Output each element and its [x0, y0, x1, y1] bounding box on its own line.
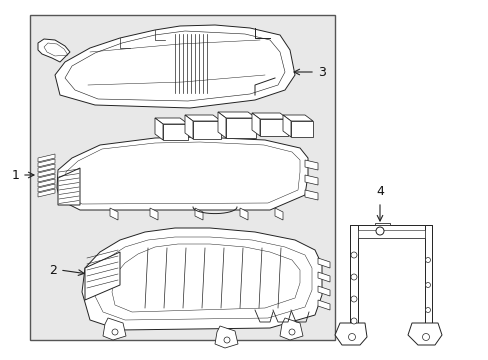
Polygon shape	[38, 164, 55, 172]
Polygon shape	[290, 121, 312, 137]
Polygon shape	[283, 115, 290, 137]
Polygon shape	[184, 115, 193, 139]
Polygon shape	[251, 113, 287, 119]
Polygon shape	[38, 189, 55, 197]
Circle shape	[224, 337, 229, 343]
Polygon shape	[349, 225, 357, 323]
Polygon shape	[260, 119, 287, 136]
Polygon shape	[374, 223, 389, 225]
Polygon shape	[38, 39, 70, 62]
Circle shape	[112, 329, 118, 335]
Polygon shape	[251, 113, 260, 136]
Polygon shape	[357, 230, 424, 238]
Circle shape	[425, 257, 429, 262]
Polygon shape	[218, 112, 256, 118]
Circle shape	[350, 296, 356, 302]
Polygon shape	[150, 208, 158, 220]
Circle shape	[375, 227, 383, 235]
Circle shape	[425, 283, 429, 288]
Polygon shape	[407, 323, 441, 345]
Polygon shape	[317, 300, 329, 310]
Polygon shape	[195, 208, 203, 220]
Polygon shape	[225, 118, 256, 138]
Polygon shape	[424, 225, 431, 323]
Polygon shape	[218, 112, 225, 138]
Text: 4: 4	[375, 185, 383, 198]
Polygon shape	[163, 124, 187, 140]
Polygon shape	[240, 208, 247, 220]
Polygon shape	[274, 208, 283, 220]
Polygon shape	[349, 225, 431, 238]
Polygon shape	[103, 318, 126, 340]
Circle shape	[350, 318, 356, 324]
Polygon shape	[215, 326, 238, 348]
Polygon shape	[55, 25, 294, 108]
Polygon shape	[155, 118, 187, 124]
Polygon shape	[38, 159, 55, 167]
Polygon shape	[317, 286, 329, 296]
Polygon shape	[57, 137, 307, 210]
Polygon shape	[38, 179, 55, 187]
Polygon shape	[38, 174, 55, 182]
Polygon shape	[317, 272, 329, 282]
Polygon shape	[184, 115, 221, 121]
Polygon shape	[305, 175, 317, 185]
Text: 1: 1	[12, 168, 20, 181]
Polygon shape	[305, 160, 317, 170]
Polygon shape	[305, 190, 317, 200]
Polygon shape	[110, 208, 118, 220]
Polygon shape	[38, 184, 55, 192]
Polygon shape	[317, 258, 329, 268]
Circle shape	[288, 329, 294, 335]
Polygon shape	[38, 154, 55, 162]
Polygon shape	[155, 118, 163, 140]
Polygon shape	[82, 228, 321, 330]
Circle shape	[425, 307, 429, 312]
Polygon shape	[38, 169, 55, 177]
Circle shape	[350, 274, 356, 280]
Polygon shape	[85, 252, 120, 300]
Bar	[30, 15, 334, 340]
Circle shape	[350, 252, 356, 258]
Text: 3: 3	[317, 66, 325, 78]
Polygon shape	[280, 318, 303, 340]
Text: 2: 2	[49, 264, 57, 276]
Polygon shape	[58, 168, 80, 205]
Polygon shape	[193, 121, 221, 139]
Polygon shape	[283, 115, 312, 121]
Circle shape	[348, 333, 355, 341]
Circle shape	[422, 333, 428, 341]
Polygon shape	[334, 323, 366, 345]
